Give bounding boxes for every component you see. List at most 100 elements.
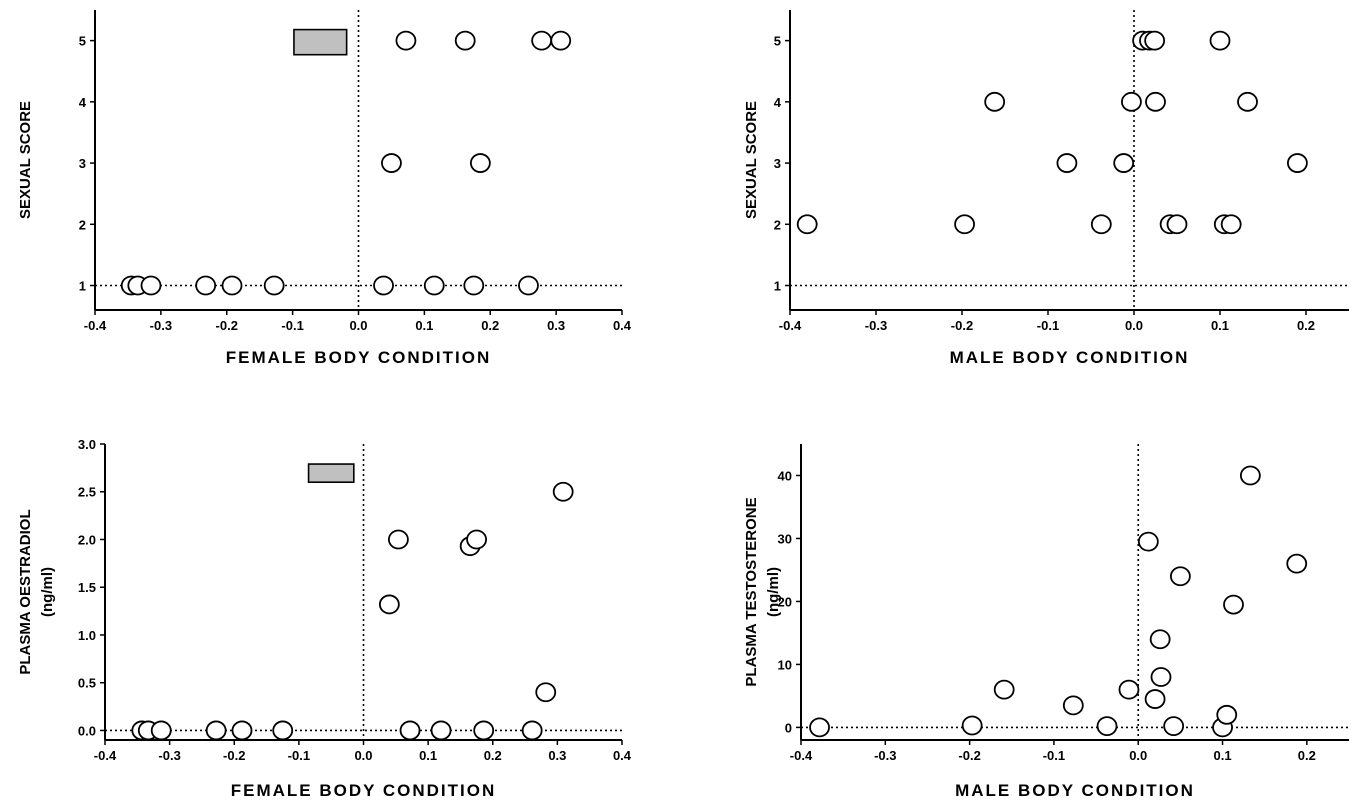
data-point — [1118, 679, 1140, 700]
panel-female-sexual-score: -0.4 -0.3 -0.2 -0.1 0.0 0.1 0.2 0.3 0.4 1 2 3 4 5 FEMA… — [17, 10, 632, 367]
x-tick-label: 0.2 — [481, 318, 499, 333]
data-point — [993, 679, 1015, 700]
data-point — [473, 720, 495, 741]
data-point — [1220, 214, 1242, 235]
x-tick-label: 0.4 — [613, 318, 632, 333]
data-point — [984, 91, 1006, 112]
shaded-marker-box — [307, 463, 355, 483]
x-tick-label: 0.1 — [1211, 318, 1229, 333]
data-point — [1163, 716, 1185, 737]
data-point — [521, 720, 543, 741]
x-tick-label: -0.2 — [216, 318, 238, 333]
y-tick-label: 20 — [778, 594, 792, 609]
data-point — [221, 275, 243, 296]
data-point — [1286, 553, 1308, 574]
data-point — [531, 30, 553, 51]
y-tick-label: 1 — [774, 279, 781, 294]
data-point — [1216, 704, 1238, 725]
data-point — [454, 30, 476, 51]
x-tick-label: -0.4 — [84, 318, 107, 333]
data-point — [550, 30, 572, 51]
data-point — [469, 153, 491, 173]
y-tick-label: 2 — [79, 217, 86, 232]
data-point — [1113, 153, 1135, 173]
x-tick-label: -0.3 — [865, 318, 887, 333]
y-tick-label: 1.0 — [78, 628, 96, 643]
y-tick-label: 1.5 — [78, 580, 96, 595]
y-tick-label: 0.5 — [78, 676, 96, 691]
data-point — [263, 275, 285, 296]
y-axis-title-line: (ng/ml) — [765, 567, 782, 617]
data-point — [205, 720, 227, 741]
y-tick-label: 2.5 — [78, 485, 96, 500]
x-tick-label: -0.1 — [281, 318, 303, 333]
data-point — [463, 275, 485, 296]
data-point — [1209, 30, 1231, 51]
data-point — [150, 720, 172, 741]
x-tick-label: -0.4 — [779, 318, 802, 333]
x-tick-label: 0.1 — [419, 748, 437, 763]
y-tick-label: 3.0 — [78, 437, 96, 452]
x-tick-label: -0.4 — [790, 748, 813, 763]
data-point — [272, 720, 294, 741]
x-tick-label: -0.1 — [288, 748, 310, 763]
data-point — [1090, 214, 1112, 235]
x-tick-label: 0.1 — [415, 318, 433, 333]
y-tick-label: 40 — [778, 468, 792, 483]
data-point — [1166, 214, 1188, 235]
x-tick-label: 0.0 — [349, 318, 367, 333]
y-tick-label: 10 — [778, 657, 792, 672]
y-axis-title-line: SEXUAL SCORE — [17, 101, 34, 219]
x-tick-label: -0.2 — [951, 318, 973, 333]
x-tick-label: -0.3 — [150, 318, 172, 333]
data-point — [381, 153, 402, 173]
data-point — [1062, 695, 1084, 716]
x-tick-label: 0.0 — [354, 748, 372, 763]
y-axis-title-line: PLASMA TESTOSTERONE — [743, 497, 760, 686]
y-tick-label: 3 — [774, 156, 781, 171]
data-point — [140, 275, 162, 296]
data-point — [430, 720, 452, 741]
x-axis-title: MALE BODY CONDITION — [950, 348, 1190, 367]
y-tick-label: 2 — [774, 217, 781, 232]
data-point — [395, 30, 417, 51]
x-tick-label: -0.1 — [1037, 318, 1059, 333]
x-tick-label: -0.4 — [94, 748, 117, 763]
x-axis-title: FEMALE BODY CONDITION — [231, 781, 497, 800]
data-point — [552, 481, 574, 502]
x-tick-label: 0.3 — [547, 318, 565, 333]
data-point — [796, 214, 818, 235]
x-axis-title: FEMALE BODY CONDITION — [226, 348, 492, 367]
data-point — [961, 715, 983, 736]
y-tick-label: 4 — [774, 95, 782, 110]
data-point — [1145, 91, 1166, 112]
y-tick-label: 5 — [79, 34, 86, 49]
y-tick-label: 4 — [79, 95, 87, 110]
x-tick-label: -0.3 — [874, 748, 896, 763]
y-tick-label: 0 — [785, 720, 792, 735]
data-point — [373, 275, 394, 296]
data-point — [378, 594, 400, 615]
y-tick-label: 3 — [79, 156, 86, 171]
data-point — [1056, 153, 1078, 173]
data-point — [466, 529, 487, 550]
data-point — [1121, 91, 1142, 112]
x-tick-label: 0.2 — [484, 748, 502, 763]
data-point — [1237, 91, 1258, 112]
x-tick-label: -0.2 — [958, 748, 980, 763]
x-tick-label: 0.1 — [1213, 748, 1231, 763]
panel-male-sexual-score: -0.4 -0.3 -0.2 -0.1 0.0 0.1 0.2 1 2 3 4 5 MALE BODY … — [743, 10, 1349, 367]
data-point — [195, 275, 217, 296]
x-tick-label: 0.2 — [1297, 318, 1315, 333]
data-point — [231, 720, 253, 741]
data-point — [1096, 716, 1118, 737]
x-tick-label: -0.2 — [223, 748, 245, 763]
data-point — [1150, 667, 1172, 687]
y-axis-title: SEXUAL SCORE — [743, 101, 760, 219]
x-tick-label: 0.4 — [613, 748, 632, 763]
y-axis-title: SEXUAL SCORE — [17, 101, 34, 219]
data-point — [423, 275, 445, 296]
y-axis-title-line: SEXUAL SCORE — [743, 101, 760, 219]
y-axis-title: PLASMA TESTOSTERONE (ng/ml) — [743, 497, 782, 686]
